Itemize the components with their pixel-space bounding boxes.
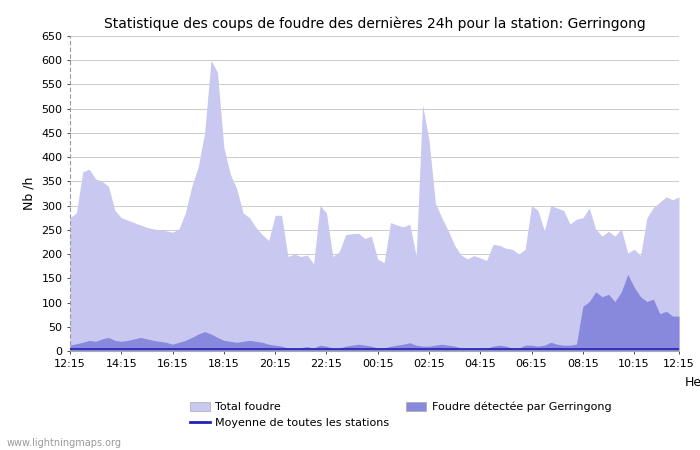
Text: www.lightningmaps.org: www.lightningmaps.org [7, 438, 122, 448]
Title: Statistique des coups de foudre des dernières 24h pour la station: Gerringong: Statistique des coups de foudre des dern… [104, 16, 645, 31]
Legend: Total foudre, Moyenne de toutes les stations, Foudre détectée par Gerringong: Total foudre, Moyenne de toutes les stat… [186, 397, 615, 433]
Y-axis label: Nb /h: Nb /h [22, 177, 36, 210]
Text: Heure: Heure [685, 376, 700, 389]
